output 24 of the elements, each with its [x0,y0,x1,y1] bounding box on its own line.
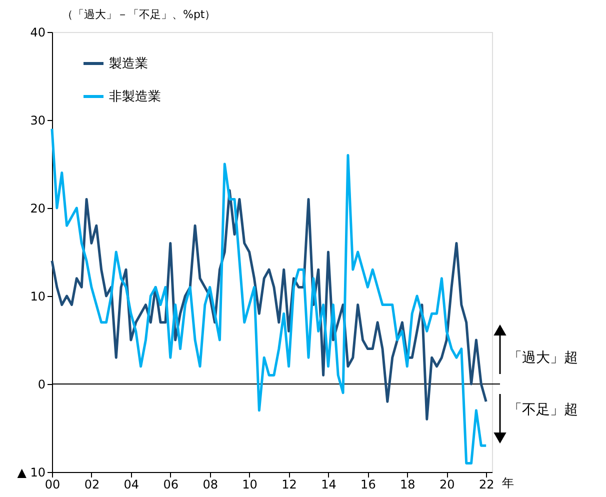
x-tick-label: 12 [282,478,297,492]
x-tick-label: 18 [400,478,416,492]
x-tick-label: 02 [84,478,100,492]
x-tick-label: 08 [202,478,218,492]
x-axis-title: 年 [502,476,514,490]
y-tick-label: 40 [30,26,46,40]
y-tick-label: 0 [38,378,46,392]
y-tick-label: 10 [30,290,46,304]
text: 「過大」超 [508,350,578,366]
legend-label: 非製造業 [109,90,161,104]
x-tick-label: 04 [124,478,140,492]
y-axis-title: （「過大」－「不足」、%pt） [62,8,216,21]
x-tick-label: 10 [242,478,258,492]
y-tick-label: 20 [30,202,46,216]
legend-label: 製造業 [109,56,148,72]
x-tick-label: 00 [44,478,60,492]
x-tick-label: 06 [163,478,179,492]
y-tick-label: ▲ 10 [17,466,46,480]
text: 「不足」超 [508,402,578,418]
y-tick-label: 30 [30,114,46,128]
x-tick-label: 16 [360,478,376,492]
x-tick-label: 20 [439,478,455,492]
x-tick-label: 14 [321,478,336,492]
x-tick-label: 22 [478,478,494,492]
